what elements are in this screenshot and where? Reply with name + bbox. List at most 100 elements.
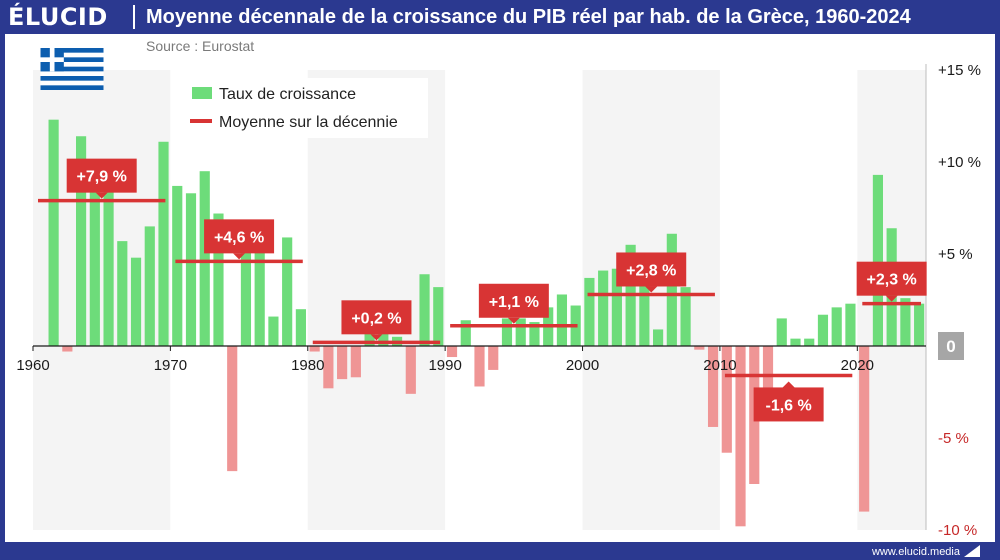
- data-bar: [48, 119, 59, 347]
- y-tick-label: -5 %: [938, 430, 969, 447]
- data-bar: [144, 226, 155, 346]
- legend-label: Moyenne sur la décennie: [219, 114, 398, 131]
- data-bar: [900, 298, 911, 346]
- decade-average-callout: +1,1 %: [478, 283, 549, 324]
- data-bar: [639, 257, 650, 346]
- brand-logo: ÉLUCID: [8, 3, 108, 31]
- data-bar: [680, 287, 691, 346]
- data-bar: [707, 346, 719, 427]
- x-tick-label: 2010: [703, 357, 736, 374]
- data-bar: [845, 303, 856, 346]
- decade-average-callout: +0,2 %: [341, 300, 412, 341]
- decade-average-label: +2,8 %: [626, 262, 676, 279]
- greece-flag-icon: [40, 48, 104, 90]
- decade-average-label: +0,2 %: [351, 310, 401, 327]
- data-bar: [556, 294, 568, 346]
- brand-mark-icon: [964, 545, 980, 557]
- data-bar: [350, 346, 361, 378]
- data-bar: [529, 322, 540, 346]
- x-tick-label: 1970: [154, 357, 187, 374]
- legend-swatch-bar: [192, 87, 212, 99]
- legend: Taux de croissance Moyenne sur la décenni…: [172, 78, 428, 138]
- y-tick-label: +5 %: [938, 246, 973, 263]
- data-bar: [62, 346, 73, 352]
- data-bar: [721, 346, 732, 453]
- data-bar: [282, 237, 293, 346]
- callout-pointer: [507, 317, 520, 324]
- data-bar: [419, 274, 430, 346]
- data-bar: [501, 318, 513, 346]
- x-tick-label: 2020: [841, 357, 874, 374]
- decade-average-label: +1,1 %: [489, 294, 539, 311]
- data-bar: [515, 318, 526, 346]
- data-bar: [804, 338, 815, 346]
- x-tick-label: 2000: [566, 357, 599, 374]
- chart-title: Moyenne décennale de la croissance du PI…: [146, 6, 911, 28]
- decade-average-callout: +2,8 %: [616, 252, 687, 293]
- data-bar: [598, 270, 609, 346]
- y-tick-label: +10 %: [938, 154, 981, 171]
- y-tick-label: -10 %: [938, 522, 977, 539]
- callout-box: [753, 387, 824, 422]
- y-tick-label: +15 %: [938, 62, 981, 79]
- data-bar: [831, 307, 842, 346]
- callout-pointer: [885, 295, 898, 302]
- footer-url: www.elucid.media: [871, 546, 960, 558]
- data-bar: [859, 346, 870, 512]
- decade-average-callout: +7,9 %: [66, 158, 137, 199]
- data-bar: [488, 346, 499, 370]
- data-bar: [227, 346, 238, 472]
- x-tick-label: 1960: [16, 357, 49, 374]
- data-bar: [762, 346, 774, 394]
- callout-box: [341, 300, 412, 335]
- callout-pointer: [233, 253, 246, 260]
- callout-pointer: [370, 334, 383, 341]
- data-bar: [653, 329, 664, 346]
- data-bar: [254, 248, 265, 346]
- data-bar: [364, 327, 375, 346]
- data-bar: [735, 346, 746, 527]
- data-bar: [337, 346, 348, 380]
- source-note: Source : Eurostat: [146, 38, 255, 54]
- data-bar: [103, 178, 114, 346]
- data-bar: [309, 346, 320, 352]
- data-bar: [295, 309, 306, 346]
- decade-average-callout: +2,3 %: [856, 261, 927, 302]
- data-bar: [89, 182, 100, 346]
- data-bar: [474, 346, 485, 387]
- data-bar: [213, 213, 224, 346]
- data-bar: [240, 242, 252, 346]
- callout-box: [616, 252, 687, 287]
- callout-pointer: [782, 381, 795, 388]
- decade-average-label: +2,3 %: [867, 272, 917, 289]
- data-bar: [172, 185, 183, 346]
- data-bar: [694, 346, 705, 350]
- data-bar: [817, 314, 829, 346]
- decade-average-label: -1,6 %: [765, 397, 811, 414]
- data-bar: [433, 287, 444, 346]
- callout-pointer: [645, 286, 658, 293]
- data-bar: [872, 174, 883, 346]
- data-bar: [117, 241, 128, 346]
- data-bar: [666, 233, 677, 346]
- callout-pointer: [95, 192, 108, 199]
- legend-box: [172, 78, 428, 138]
- data-bar: [323, 346, 334, 389]
- x-tick-label: 1980: [291, 357, 324, 374]
- callout-box: [204, 219, 275, 254]
- data-bar: [76, 136, 87, 346]
- decade-average-callout: -1,6 %: [753, 381, 824, 422]
- callout-box: [478, 283, 549, 318]
- data-bar: [199, 171, 210, 346]
- callout-box: [66, 158, 137, 193]
- data-bar: [268, 316, 279, 346]
- decade-average-callout: +4,6 %: [204, 219, 275, 260]
- data-bar: [405, 346, 416, 394]
- data-bar: [460, 320, 471, 346]
- header-bar: ÉLUCID Moyenne décennale de la croissanc…: [0, 0, 1000, 34]
- data-bar: [130, 257, 142, 346]
- legend-label: Taux de croissance: [219, 86, 356, 103]
- data-bar: [185, 193, 197, 346]
